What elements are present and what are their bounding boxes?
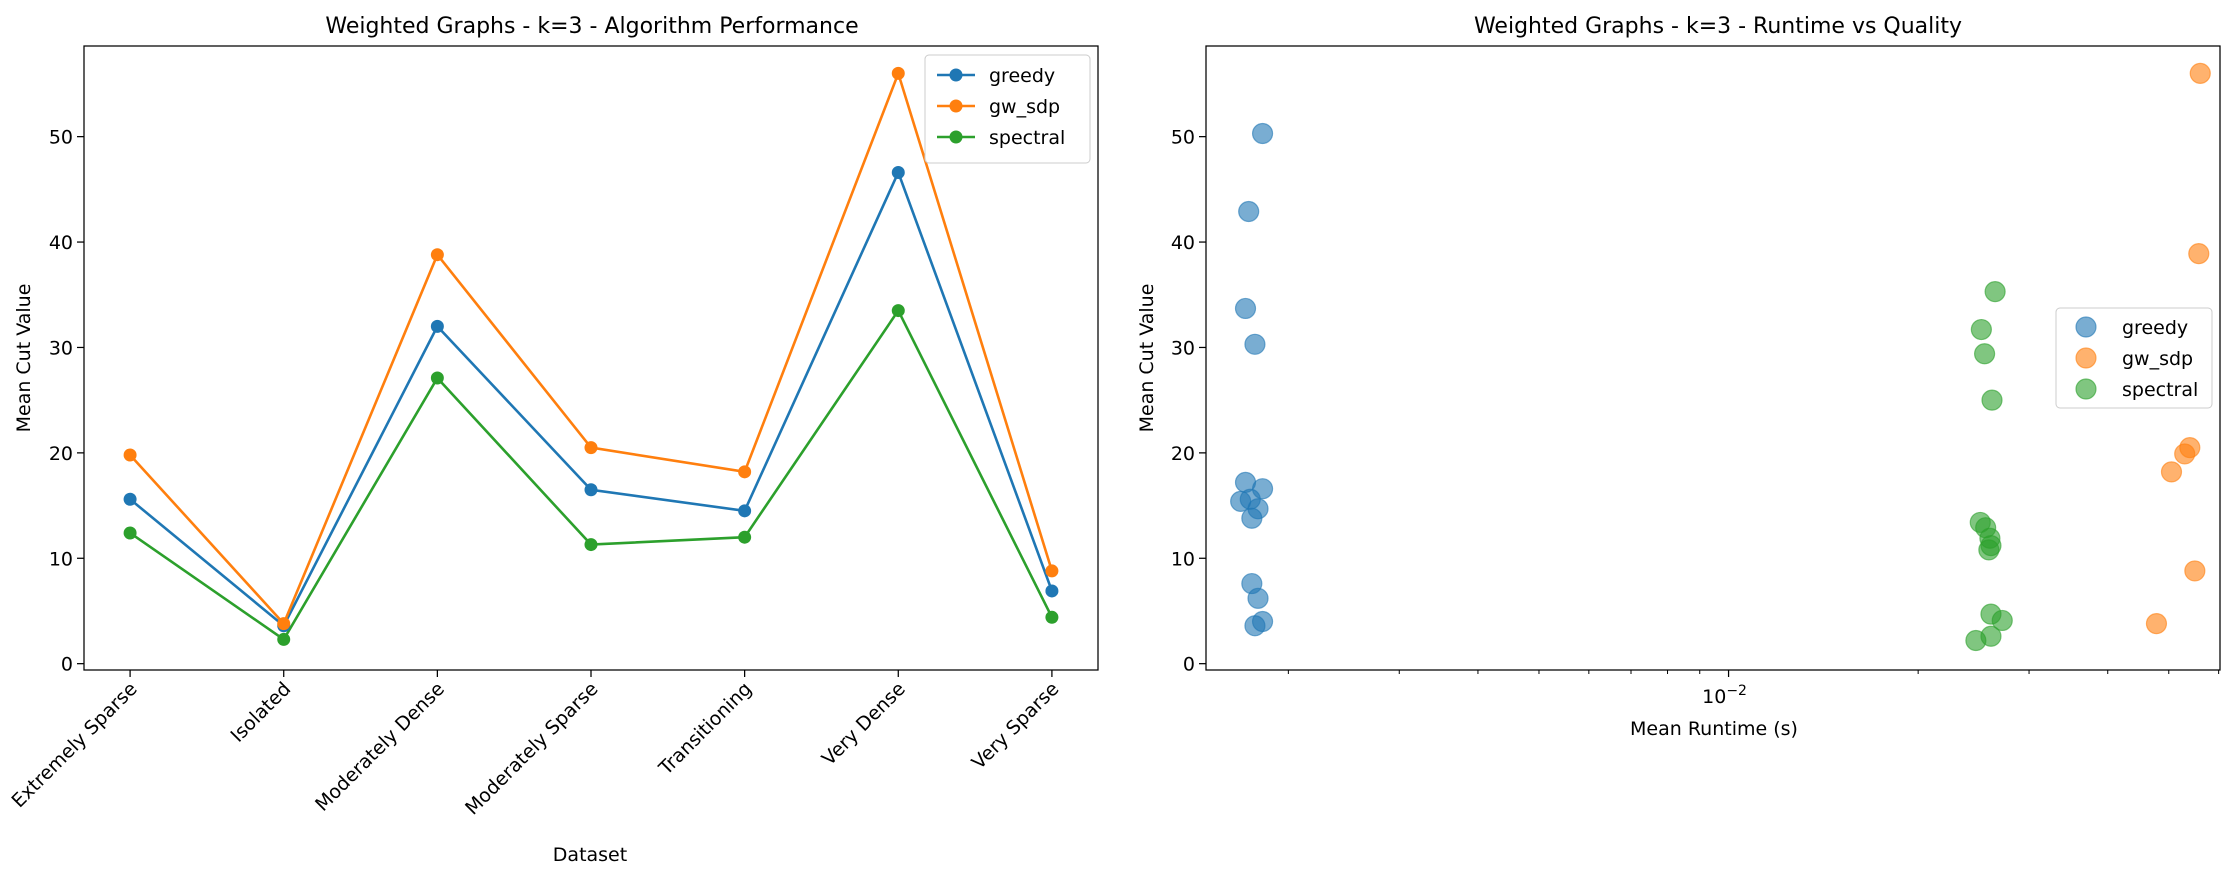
x-tick-label-base: 10 <box>1702 686 1726 708</box>
scatter-point-spectral <box>1984 280 2006 303</box>
data-point <box>584 538 598 552</box>
x-tick-label: Very Dense <box>818 678 910 770</box>
legend-frame <box>2055 307 2213 409</box>
data-point <box>123 492 137 506</box>
legend-marker-greedy <box>949 68 963 82</box>
x-tick-label: Transitioning <box>654 678 756 780</box>
x-tick-label: Extremely Sparse <box>7 678 141 812</box>
x-tick-label: 10−2 <box>1702 683 1747 708</box>
legend-marker-greedy <box>2075 316 2097 338</box>
legend-label: spectral <box>989 127 1065 149</box>
legend-label: greedy <box>2122 317 2188 339</box>
legend-label: spectral <box>2122 379 2198 401</box>
y-axis-label: Mean Cut Value <box>1136 284 1158 433</box>
scatter-point-gw_sdp <box>2184 560 2206 582</box>
scatter-point-gw_sdp <box>2145 613 2168 635</box>
chart-title: Weighted Graphs - k=3 - Algorithm Perfor… <box>325 14 858 39</box>
data-point <box>1045 610 1059 624</box>
y-axis-label: Mean Cut Value <box>13 284 35 433</box>
data-point <box>123 526 137 540</box>
y-tick-label: 50 <box>49 127 73 149</box>
scatter-point-greedy <box>1241 507 1263 529</box>
data-point <box>891 165 905 179</box>
data-point <box>584 483 598 497</box>
x-axis-label: Dataset <box>553 844 627 866</box>
axes-frame <box>1205 45 2221 671</box>
y-tick-label: 40 <box>49 232 73 254</box>
scatter-point-gw_sdp <box>2160 461 2183 483</box>
data-point <box>277 617 291 631</box>
scatter-point-greedy <box>1234 297 1257 320</box>
scatter-point-greedy <box>1251 122 1274 145</box>
scatter-point-greedy <box>1251 478 1274 500</box>
scatter-point-gw_sdp <box>2174 443 2196 465</box>
scatter-point-greedy <box>1244 333 1266 355</box>
x-tick-label: Isolated <box>226 678 295 747</box>
scatter-point-greedy <box>1247 587 1269 609</box>
performance-line-chart: Weighted Graphs - k=3 - Algorithm Perfor… <box>7 14 1099 866</box>
y-tick-label: 30 <box>1171 337 1195 359</box>
series-line-spectral <box>129 308 1054 642</box>
y-tick-label: 0 <box>61 654 73 676</box>
legend-marker-gw_sdp <box>949 99 963 113</box>
data-point <box>430 248 444 262</box>
scatter-point-spectral <box>1973 343 1996 365</box>
scatter-point-spectral <box>1991 609 2013 632</box>
y-tick-label: 40 <box>1171 232 1195 254</box>
legend-marker-spectral <box>949 130 963 144</box>
y-tick-label: 50 <box>1171 127 1195 149</box>
scatter-point-spectral <box>1978 539 2000 561</box>
y-tick-label: 30 <box>49 337 73 359</box>
data-point <box>430 371 444 385</box>
legend: greedy gw_sdp spectral <box>2055 307 2213 409</box>
data-point <box>738 504 752 518</box>
x-tick-label: Very Sparse <box>968 678 1064 774</box>
series-line-greedy <box>129 169 1054 628</box>
scatter-point-gw_sdp <box>2189 62 2211 85</box>
data-point <box>123 448 137 462</box>
scatter-point-gw_sdp <box>2188 243 2210 265</box>
data-point <box>738 530 752 544</box>
legend-label: gw_sdp <box>2122 348 2193 370</box>
y-tick-label: 10 <box>49 548 73 570</box>
y-tick-label: 10 <box>1171 548 1195 570</box>
legend-label: gw_sdp <box>989 96 1060 118</box>
data-point <box>1045 564 1059 578</box>
scatter-point-greedy <box>1238 200 1260 223</box>
data-point <box>430 319 444 333</box>
legend-marker-spectral <box>2075 378 2097 400</box>
scatter-point-greedy <box>1244 615 1266 637</box>
data-point <box>891 66 905 80</box>
scatter-point-spectral <box>1981 389 2003 411</box>
legend-marker-gw_sdp <box>2075 347 2097 369</box>
x-axis-label: Mean Runtime (s) <box>1630 718 1798 740</box>
legend: greedy gw_sdp spectral <box>924 54 1091 164</box>
data-point <box>891 304 905 318</box>
y-tick-label: 20 <box>1171 443 1195 465</box>
scatter-point-spectral <box>1965 629 1987 652</box>
x-tick-label: Moderately Dense <box>311 678 449 816</box>
data-point <box>584 441 598 455</box>
y-tick-label: 0 <box>1183 654 1195 676</box>
y-tick-label: 20 <box>49 443 73 465</box>
data-point <box>738 465 752 479</box>
scatter-point-spectral <box>1970 318 1992 341</box>
chart-title: Weighted Graphs - k=3 - Runtime vs Quali… <box>1474 14 1962 39</box>
data-point <box>1045 584 1059 598</box>
x-tick-label: Moderately Sparse <box>461 678 602 819</box>
data-point <box>277 632 291 646</box>
legend-label: greedy <box>989 65 1055 87</box>
runtime-scatter-chart: Weighted Graphs - k=3 - Runtime vs Quali… <box>1136 14 2221 740</box>
x-tick-label-exponent: −2 <box>1726 683 1747 699</box>
